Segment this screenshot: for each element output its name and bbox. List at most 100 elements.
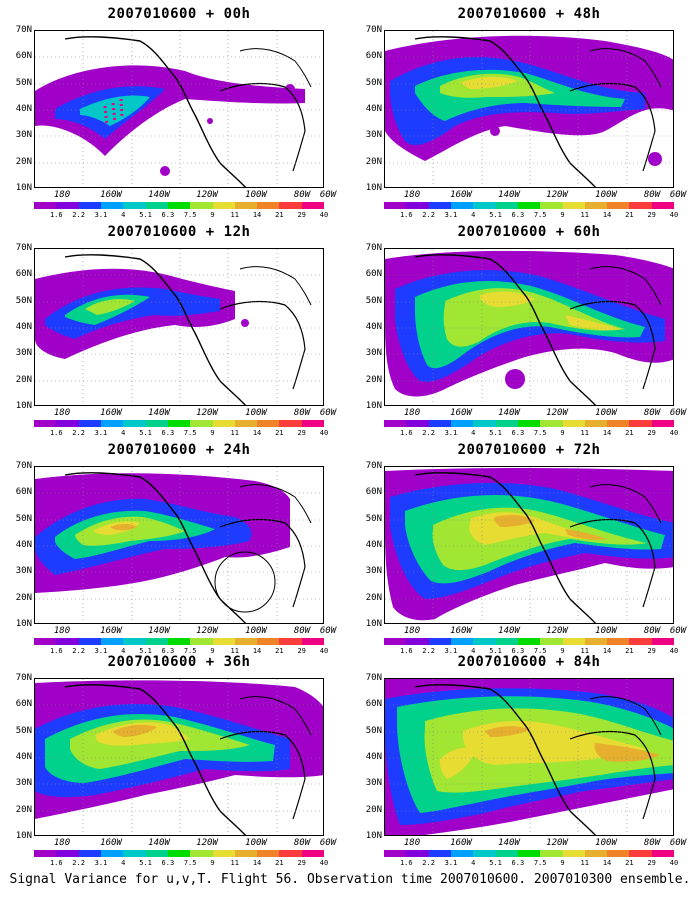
colorbar-swatch [34, 202, 57, 209]
colorbar-label: 5.1 [489, 647, 502, 655]
lat-label: 50N [15, 514, 32, 524]
colorbar-label: 2.2 [72, 859, 85, 867]
colorbar-swatch [257, 638, 280, 645]
colorbar-label: 6.3 [511, 859, 525, 867]
colorbar-label: 7.5 [183, 859, 197, 867]
colorbar-label: 40 [669, 211, 679, 219]
colorbar-swatch [78, 638, 101, 645]
variance-field [385, 249, 673, 405]
colorbar-label: 29 [647, 859, 656, 867]
lon-label: 120W [546, 626, 568, 636]
lon-label: 120W [546, 408, 568, 418]
colorbar-swatch [473, 638, 496, 645]
colorbar-swatch [495, 638, 518, 645]
lon-label: 160W [100, 838, 122, 848]
colorbar-labels: 1.6 2.2 3.1 4 5.1 6.3 7.5 9 11 14 21 29 40 [34, 211, 328, 221]
colorbar-label: 4 [471, 859, 476, 867]
colorbar-label: 40 [319, 859, 329, 867]
lon-label: 180 [53, 408, 71, 418]
colorbar-swatch [607, 420, 630, 427]
lat-label: 50N [15, 78, 32, 88]
colorbar-label: 6.3 [511, 429, 525, 437]
colorbar-swatch [257, 850, 280, 857]
colorbar-swatch [279, 420, 302, 427]
lon-label: 80W [293, 626, 311, 636]
colorbar-label: 21 [625, 211, 634, 219]
lat-label: 30N [15, 566, 32, 576]
lat-label: 20N [15, 593, 32, 603]
lat-label: 10N [15, 401, 32, 411]
colorbar-swatch [234, 202, 258, 209]
lat-label: 40N [15, 540, 32, 550]
colorbar-swatch [100, 202, 124, 209]
lat-label: 10N [365, 619, 382, 629]
lat-label: 60N [365, 487, 382, 497]
colorbar-swatch [428, 202, 451, 209]
colorbar [384, 202, 675, 209]
colorbar-label: 7.5 [533, 429, 547, 437]
map-panel-24h: 2007010600 + 24h 70N 60N 50N 40N 30N 20N… [0, 442, 340, 660]
lon-label: 140W [148, 408, 170, 418]
colorbar-swatch [384, 850, 407, 857]
colorbar-label: 6.3 [161, 211, 175, 219]
lat-label: 40N [365, 322, 382, 332]
lon-label: 80W [293, 408, 311, 418]
colorbar-label: 3.1 [94, 211, 108, 219]
colorbar-label: 9 [560, 429, 565, 437]
colorbar-label: 1.6 [49, 859, 63, 867]
colorbar-swatch [145, 638, 168, 645]
colorbar-label: 4 [121, 429, 126, 437]
colorbar-label: 4 [471, 647, 476, 655]
colorbar-swatch [607, 202, 630, 209]
colorbar-swatch [145, 202, 168, 209]
colorbar-swatch [607, 638, 630, 645]
colorbar-label: 6.3 [161, 429, 175, 437]
variance-field [35, 31, 323, 187]
map-panel-36h: 2007010600 + 36h 70N 60N 50N 40N 30N 20N… [0, 654, 340, 872]
lon-label: 160W [100, 408, 122, 418]
colorbar-swatch [384, 202, 407, 209]
colorbar-labels: 1.6 2.2 3.1 4 5.1 6.3 7.5 9 11 14 21 29 40 [384, 211, 678, 221]
variance-field [35, 679, 323, 835]
lon-label: 60W [319, 190, 337, 200]
lat-label: 20N [365, 593, 382, 603]
colorbar-label: 2.2 [422, 647, 435, 655]
lon-label: 80W [293, 190, 311, 200]
colorbar-swatch [517, 638, 541, 645]
map-plot [34, 248, 324, 406]
lat-label: 70N [365, 25, 382, 35]
colorbar-label: 7.5 [533, 647, 547, 655]
colorbar-swatch [100, 850, 124, 857]
colorbar-label: 6.3 [161, 859, 175, 867]
lat-label: 70N [15, 673, 32, 683]
colorbar-swatch [234, 850, 258, 857]
colorbar-swatch [562, 850, 585, 857]
lon-label: 160W [100, 626, 122, 636]
colorbar-label: 4 [121, 859, 126, 867]
colorbar-swatch [167, 420, 191, 427]
lon-label: 60W [669, 408, 687, 418]
lat-label: 10N [15, 619, 32, 629]
colorbar-swatch [450, 202, 474, 209]
colorbar-label: 11 [580, 429, 589, 437]
colorbar-swatch [450, 420, 474, 427]
colorbar [384, 420, 675, 427]
map-panel-60h: 2007010600 + 60h 70N 60N 50N 40N 30N 20N… [350, 224, 690, 442]
colorbar-label: 9 [560, 647, 565, 655]
lat-label: 10N [365, 183, 382, 193]
colorbar-swatch [301, 850, 325, 857]
colorbar-label: 14 [252, 211, 262, 219]
colorbar-swatch [562, 638, 585, 645]
colorbar [34, 202, 325, 209]
colorbar-label: 5.1 [139, 647, 152, 655]
colorbar-label: 6.3 [511, 211, 525, 219]
lat-label: 40N [15, 104, 32, 114]
colorbar-label: 29 [647, 647, 656, 655]
colorbar-label: 1.6 [399, 429, 413, 437]
colorbar-swatch [651, 638, 675, 645]
lat-label: 40N [15, 322, 32, 332]
panel-title: 2007010600 + 60h [457, 224, 601, 240]
map-panel-00h: 2007010600 + 00h 70N 60N 50N 40N 30N 20N… [0, 6, 340, 224]
colorbar-label: 9 [560, 859, 565, 867]
colorbar-label: 1.6 [49, 429, 63, 437]
